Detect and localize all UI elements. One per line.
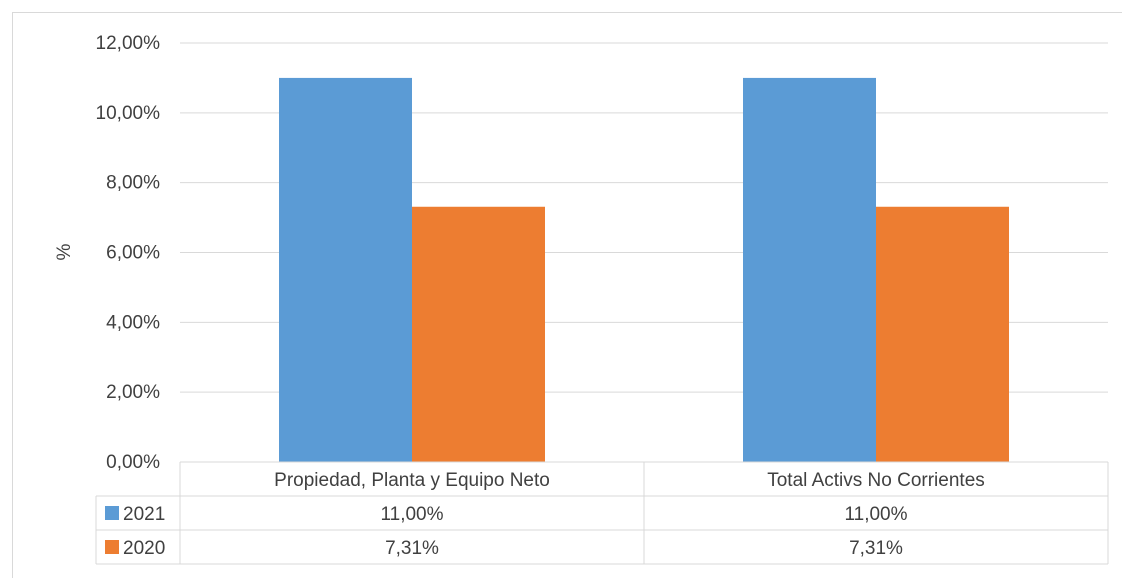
bar-2020-1 [412,206,545,462]
legend-label: 2020 [123,538,165,559]
category-label: Propiedad, Planta y Equipo Neto [274,470,550,491]
y-tick-label: 8,00% [106,173,160,194]
legend-swatch-2020 [105,540,119,554]
legend-swatch-2021 [105,506,119,520]
bar-2021-2 [743,77,876,463]
data-label: 11,00% [844,504,907,525]
legend-label: 2021 [123,504,165,525]
data-label: 7,31% [385,538,439,559]
data-label: 11,00% [380,504,443,525]
y-tick-label: 12,00% [96,33,161,54]
y-tick-label: 0,00% [106,452,160,473]
y-tick-label: 2,00% [106,382,160,403]
category-label: Total Activs No Corrientes [767,470,985,491]
y-tick-label: 4,00% [106,312,160,333]
bar-2021-1 [279,77,412,463]
bar-2020-2 [876,206,1009,462]
y-tick-label: 6,00% [106,243,160,264]
y-axis-label: % [54,243,75,260]
y-axis-ticks: 0,00% 2,00% 4,00% 6,00% 8,00% 10,00% 12,00% [96,33,161,473]
chart-frame [12,12,1122,578]
data-label: 7,31% [849,538,903,559]
y-tick-label: 10,00% [96,103,161,124]
bars [279,77,1009,463]
data-table: Propiedad, Planta y Equipo Neto Total Act… [95,461,1109,565]
